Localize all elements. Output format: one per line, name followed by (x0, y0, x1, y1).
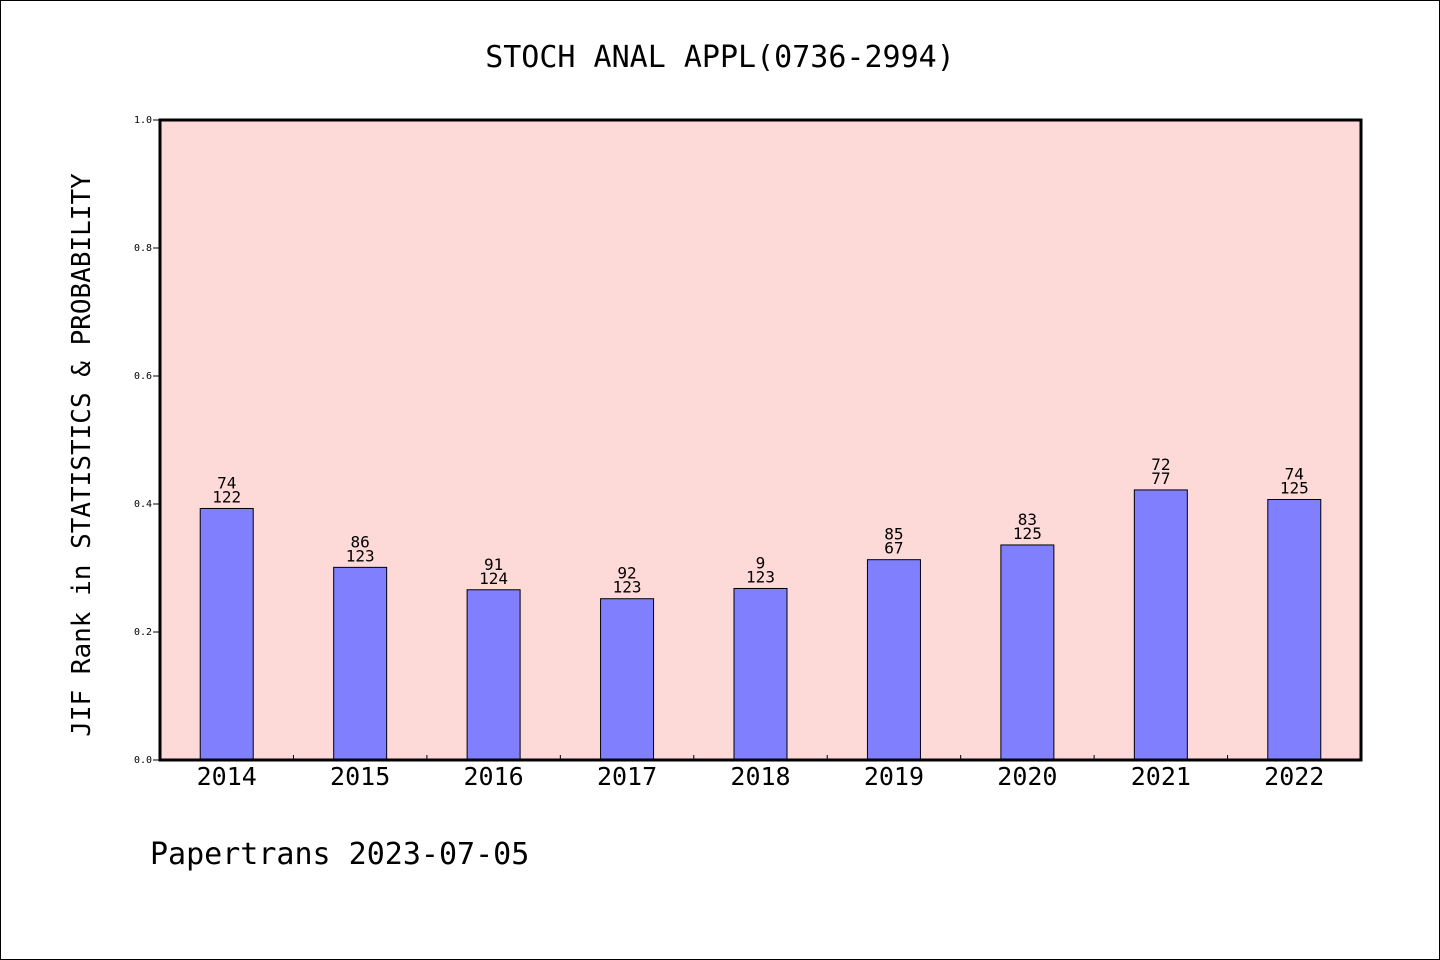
bar-2020 (1000, 544, 1055, 761)
x-axis-ticks: 2014 2015 2016 2017 2018 2019 2020 2021 2022 (197, 755, 1324, 791)
chart-title: STOCH ANAL APPL(0736-2994) (485, 40, 955, 75)
x-tick-label-2019: 2019 (864, 762, 924, 791)
y-axis-ticks: 0.0 0.2 0.4 0.6 0.8 1.0 (134, 115, 160, 766)
bars-group (199, 489, 1322, 761)
bar-total-label-2014: 122 (212, 487, 241, 506)
y-axis-label: JIF Rank in STATISTICS & PROBABILITY (67, 173, 97, 737)
bar-rank-label-2021: 72 (1151, 455, 1170, 474)
bar-total-label-2019: 67 (884, 539, 903, 558)
y-tick-label-0.4: 0.4 (134, 499, 152, 510)
x-tick-label-2014: 2014 (197, 762, 257, 791)
bar-2022 (1267, 499, 1322, 761)
bar-rank-label-2015: 86 (351, 532, 370, 551)
x-tick-label-2018: 2018 (730, 762, 790, 791)
y-tick-label-1.0: 1.0 (134, 115, 152, 126)
bar-total-label-2021: 77 (1151, 469, 1170, 488)
bar-2016 (466, 589, 521, 761)
bar-total-label-2020: 125 (1013, 524, 1042, 543)
bar-rank-label-2016: 91 (484, 555, 503, 574)
x-tick-label-2022: 2022 (1264, 762, 1324, 791)
bar-total-label-2018: 123 (746, 567, 775, 586)
x-tick-label-2020: 2020 (997, 762, 1057, 791)
x-tick-label-2021: 2021 (1131, 762, 1191, 791)
y-tick-label-0.6: 0.6 (134, 371, 152, 382)
bar-2014 (199, 507, 254, 761)
x-tick-label-2016: 2016 (464, 762, 524, 791)
bar-2021 (1133, 489, 1188, 761)
bar-2019 (866, 559, 921, 761)
bar-total-label-2017: 123 (613, 578, 642, 597)
bar-total-label-2015: 123 (346, 546, 375, 565)
bar-2015 (333, 566, 388, 761)
bar-rank-label-2022: 74 (1285, 465, 1304, 484)
x-tick-label-2017: 2017 (597, 762, 657, 791)
footer-credit: Papertrans 2023-07-05 (150, 837, 529, 872)
plot-border (158, 118, 1363, 762)
bar-total-label-2022: 125 (1280, 479, 1309, 498)
bar-rank-label-2017: 92 (617, 564, 636, 583)
bar-rank-label-2020: 83 (1018, 510, 1037, 529)
bar-2017 (600, 598, 655, 761)
bar-2018 (733, 587, 788, 761)
bar-rank-label-2018: 9 (756, 553, 766, 572)
y-tick-label-0.0: 0.0 (134, 755, 152, 766)
y-tick-label-0.2: 0.2 (134, 627, 152, 638)
y-tick-label-0.8: 0.8 (134, 243, 152, 254)
x-tick-label-2015: 2015 (330, 762, 390, 791)
bar-total-label-2016: 124 (479, 569, 508, 588)
bar-rank-label-2014: 74 (217, 473, 236, 492)
bar-rank-label-2019: 85 (884, 525, 903, 544)
